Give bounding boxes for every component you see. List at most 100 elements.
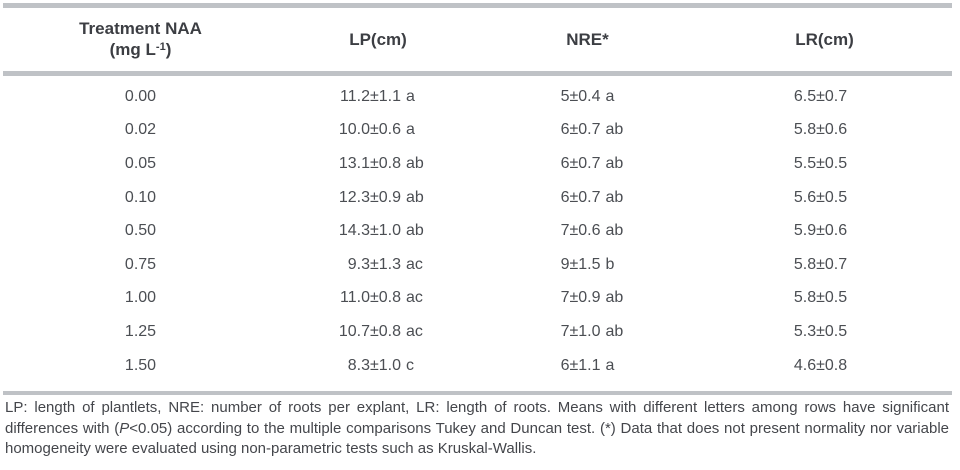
nre-value-group: 7±1.0 ab (559, 323, 649, 341)
table-top-rule (3, 3, 952, 8)
table-row: 0.50 14.3±1.0 ab 7±0.6 ab 5.9±0.6 (3, 214, 952, 248)
nre-mean-sd: 9±1.5 (560, 255, 601, 273)
cell-lr: 5.5±0.5 (697, 155, 952, 173)
table-footnote: LP: length of plantlets, NRE: number of … (5, 398, 949, 460)
superscript-minus-one: -1 (155, 40, 166, 53)
cell-treatment: 1.50 (124, 356, 157, 374)
footnote-line1: LP: length of plantlets, NRE: number of … (5, 399, 949, 416)
lr-mean-sd: 5.8±0.7 (793, 255, 848, 273)
nre-mean-sd: 7±1.0 (560, 322, 601, 340)
lp-mean-sd: 14.3±1.0 (338, 222, 401, 240)
lp-mean-sd: 11.0±0.8 (340, 289, 401, 307)
lr-mean-sd: 5.9±0.6 (793, 222, 848, 240)
cell-lr: 6.5±0.7 (697, 88, 952, 106)
lp-mean-sd: 13.1±0.8 (338, 154, 401, 172)
lp-value-group: 9.3±1.3 ac (337, 256, 437, 274)
lp-value-group: 10.0±0.6 a (337, 121, 437, 139)
lp-value-group: 10.7±0.8 ac (337, 323, 437, 341)
table-header-row: Treatment NAA (mg L-1) LP(cm) NRE* LR(cm… (3, 10, 952, 70)
lp-value-group: 14.3±1.0 ab (337, 222, 437, 240)
lr-mean-sd: 6.5±0.7 (793, 87, 848, 105)
nre-mean-sd: 7±0.9 (560, 289, 601, 307)
nre-mean-sd: 6±1.1 (560, 356, 601, 374)
nre-value-group: 6±0.7 ab (559, 155, 649, 173)
nre-significance-letters: a (605, 87, 615, 105)
cell-lp: 13.1±0.8 ab (278, 155, 478, 173)
header-lp: LP(cm) (349, 30, 407, 49)
lp-significance-letters: ab (406, 154, 424, 172)
cell-lr: 5.9±0.6 (697, 222, 952, 240)
nre-mean-sd: 6±0.7 (560, 188, 601, 206)
table-row: 1.50 8.3±1.0 c 6±1.1 a 4.6±0.8 (3, 349, 952, 383)
lp-value-group: 8.3±1.0 c (337, 357, 437, 375)
header-treatment-unit: (mg L-1) (109, 39, 172, 59)
cell-lp: 10.7±0.8 ac (278, 323, 478, 341)
lr-mean-sd: 5.8±0.6 (793, 121, 848, 139)
lp-significance-letters: a (406, 87, 415, 105)
nre-significance-letters: ab (605, 154, 624, 172)
nre-mean-sd: 6±0.7 (560, 121, 601, 139)
cell-lr: 5.8±0.5 (697, 289, 952, 307)
cell-nre: 9±1.5 b (478, 256, 697, 274)
nre-significance-letters: a (605, 356, 615, 374)
nre-significance-letters: ab (605, 289, 624, 307)
cell-nre: 7±1.0 ab (478, 323, 697, 341)
footnote-line2: differences with (P<0.05) according to t… (5, 419, 949, 437)
nre-significance-letters: ab (605, 322, 624, 340)
cell-lr: 5.3±0.5 (697, 323, 952, 341)
nre-mean-sd: 6±0.7 (560, 154, 601, 172)
lp-mean-sd: 11.2±1.1 (340, 87, 401, 105)
lp-significance-letters: ab (406, 188, 424, 206)
cell-lp: 12.3±0.9 ab (278, 189, 478, 207)
cell-treatment: 0.05 (124, 154, 157, 172)
cell-treatment: 0.02 (124, 121, 157, 139)
header-nre: NRE* (566, 30, 609, 49)
table-row: 0.75 9.3±1.3 ac 9±1.5 b 5.8±0.7 (3, 248, 952, 282)
cell-lp: 8.3±1.0 c (278, 357, 478, 375)
cell-nre: 6±0.7 ab (478, 189, 697, 207)
cell-lr: 5.6±0.5 (697, 189, 952, 207)
lp-value-group: 11.2±1.1 a (337, 88, 437, 106)
nre-significance-letters: ab (605, 121, 624, 139)
cell-lr: 5.8±0.6 (697, 121, 952, 139)
lp-significance-letters: ac (406, 322, 423, 340)
nre-value-group: 6±0.7 ab (559, 189, 649, 207)
table-row: 1.25 10.7±0.8 ac 7±1.0 ab 5.3±0.5 (3, 315, 952, 349)
nre-value-group: 7±0.6 ab (559, 222, 649, 240)
cell-treatment: 0.10 (124, 188, 157, 206)
table-bottom-rule (3, 391, 952, 395)
nre-mean-sd: 7±0.6 (560, 222, 601, 240)
table-row: 0.05 13.1±0.8 ab 6±0.7 ab 5.5±0.5 (3, 147, 952, 181)
cell-nre: 7±0.9 ab (478, 289, 697, 307)
header-lr: LR(cm) (795, 30, 854, 49)
lp-value-group: 13.1±0.8 ab (337, 155, 437, 173)
lr-mean-sd: 5.3±0.5 (793, 322, 848, 340)
nre-value-group: 5±0.4 a (559, 88, 649, 106)
lp-value-group: 12.3±0.9 ab (337, 189, 437, 207)
nre-significance-letters: b (605, 255, 615, 273)
footnote-line3: homogeneity were evaluated using non-par… (5, 440, 537, 457)
nre-value-group: 6±0.7 ab (559, 121, 649, 139)
cell-lp: 11.0±0.8 ac (278, 289, 478, 307)
header-treatment-line1: Treatment NAA (79, 18, 202, 38)
cell-lr: 4.6±0.8 (697, 357, 952, 375)
lp-significance-letters: ac (406, 289, 423, 307)
lr-mean-sd: 5.5±0.5 (793, 154, 848, 172)
lp-significance-letters: c (406, 356, 414, 374)
lp-mean-sd: 9.3±1.3 (347, 255, 401, 273)
table-row: 0.10 12.3±0.9 ab 6±0.7 ab 5.6±0.5 (3, 181, 952, 215)
lp-significance-letters: a (406, 121, 415, 139)
table-row: 0.02 10.0±0.6 a 6±0.7 ab 5.8±0.6 (3, 114, 952, 148)
nre-mean-sd: 5±0.4 (560, 87, 601, 105)
cell-treatment: 1.00 (124, 289, 157, 307)
italic-p: P (119, 419, 130, 437)
cell-lr: 5.8±0.7 (697, 256, 952, 274)
table-header-rule (3, 71, 952, 76)
cell-nre: 5±0.4 a (478, 88, 697, 106)
lp-significance-letters: ab (406, 222, 424, 240)
table-row: 0.00 11.2±1.1 a 5±0.4 a 6.5±0.7 (3, 80, 952, 114)
table-row: 1.00 11.0±0.8 ac 7±0.9 ab 5.8±0.5 (3, 282, 952, 316)
cell-lp: 10.0±0.6 a (278, 121, 478, 139)
lp-mean-sd: 8.3±1.0 (347, 356, 401, 374)
